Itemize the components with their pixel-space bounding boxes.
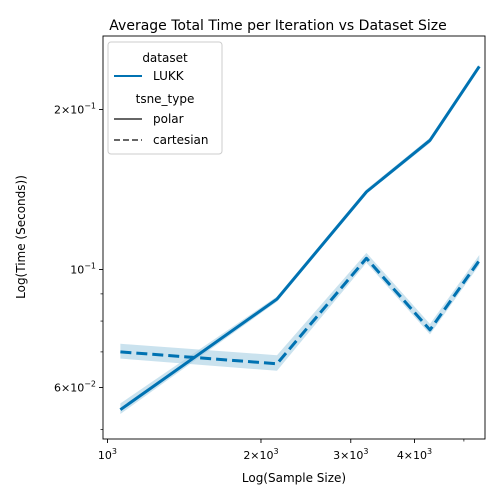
x-tick-label-1: 2×103: [243, 447, 278, 462]
y-tick-label-2: 2×10−1: [54, 102, 96, 117]
legend: dataset LUKK tsne_type polar cartesian: [108, 42, 222, 154]
x-axis: 103 2×103 3×103 4×103: [98, 439, 464, 462]
legend-label-polar: polar: [153, 112, 184, 126]
x-tick-label-3: 4×103: [397, 447, 432, 462]
y-tick-label-0: 6×10−2: [54, 379, 96, 394]
y-tick-label-1: 10−1: [70, 262, 96, 277]
legend-label-cartesian: cartesian: [153, 133, 209, 147]
chart-title: Average Total Time per Iteration vs Data…: [109, 18, 446, 34]
y-axis: 6×10−2 10−1 2×10−1: [54, 102, 103, 430]
x-tick-label-2: 3×103: [333, 447, 368, 462]
x-tick-label-0: 103: [98, 447, 117, 462]
x-axis-label: Log(Sample Size): [242, 471, 346, 485]
legend-label-lukk: LUKK: [153, 69, 185, 83]
legend-style-title: tsne_type: [136, 92, 195, 106]
y-axis-label: Log(Time (Seconds)): [14, 175, 28, 299]
legend-hue-title: dataset: [142, 51, 188, 65]
